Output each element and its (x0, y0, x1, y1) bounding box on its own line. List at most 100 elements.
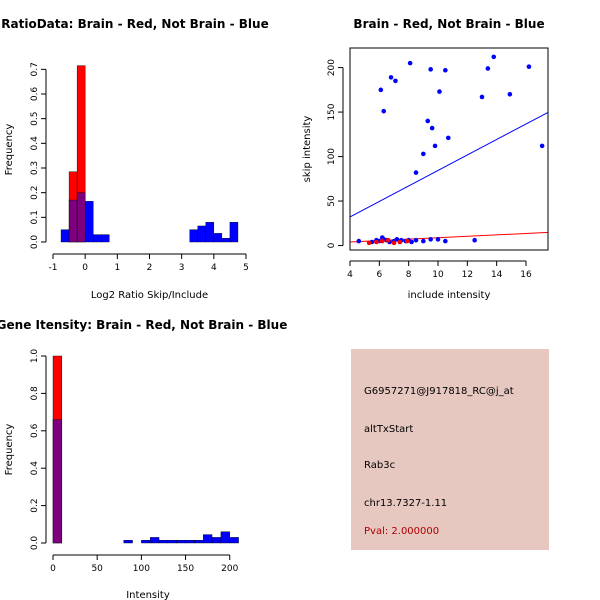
brain-point (397, 239, 403, 245)
not-brain-point (413, 170, 419, 175)
not-brain-point (425, 118, 431, 124)
plot-frame (349, 47, 549, 251)
y-tick-label: 0 (327, 242, 337, 248)
brain-point (385, 237, 391, 243)
not-brain-point (491, 54, 497, 60)
not-brain-bar (211, 537, 222, 544)
not-brain-bar (229, 222, 239, 243)
probe-id-text: G6957271@J917818_RC@j_at (364, 386, 514, 397)
y-tick-label: 50 (327, 195, 337, 207)
not-brain-point (435, 237, 441, 242)
brain-point (379, 238, 385, 244)
not-brain-point (526, 64, 532, 69)
not-brain-bar (101, 234, 110, 243)
not-brain-point (409, 239, 414, 245)
not-brain-point (507, 91, 513, 97)
x-axis-label: Intensity (126, 590, 170, 600)
not-brain-bar (205, 222, 215, 243)
y-tick-label: 0.5 (30, 112, 40, 126)
y-tick-label: 0.1 (30, 210, 40, 224)
not-brain-point (472, 237, 477, 243)
y-axis-label: skip intensity (302, 116, 313, 183)
y-tick-label: 0.6 (30, 423, 40, 438)
overlap-bar (52, 419, 63, 544)
not-brain-point (479, 94, 485, 100)
not-brain-bar (221, 238, 231, 243)
not-brain-bar (185, 539, 195, 544)
x-tick-label: 200 (221, 564, 238, 574)
x-tick-label: 14 (491, 270, 503, 280)
not-brain-point (413, 237, 419, 243)
y-tick-label: 100 (327, 148, 337, 165)
location-text: chr13.7327-1.11 (364, 498, 448, 509)
x-tick-label: 6 (376, 270, 382, 280)
not-brain-point (394, 237, 400, 242)
not-brain-bar (141, 539, 151, 544)
y-tick-label: 0.7 (30, 62, 40, 76)
not-brain-bar (203, 534, 213, 544)
brain-point (366, 240, 372, 246)
not-brain-bar (167, 539, 177, 544)
y-tick-label: 0.8 (30, 386, 40, 401)
brain-point (391, 240, 397, 246)
x-tick-label: 50 (91, 564, 103, 574)
info-panel: G6957271@J917818_RC@j_at altTxStart Rab3… (351, 349, 549, 550)
not-brain-point (432, 143, 438, 149)
not-brain-bar (229, 537, 239, 544)
not-brain-point (381, 108, 387, 114)
x-tick-label: 0 (82, 263, 88, 273)
not-brain-point (421, 151, 426, 157)
not-brain-bar (84, 201, 94, 243)
x-tick-label: 1 (114, 263, 120, 273)
not-brain-point (539, 143, 545, 149)
not-brain-bar (189, 229, 198, 243)
not-brain-point (388, 75, 394, 80)
not-brain-bar (213, 233, 223, 243)
gene-name-text: Rab3c (364, 460, 396, 471)
x-tick-label: 2 (147, 263, 153, 273)
not-brain-fit-line (349, 111, 549, 218)
not-brain-bar (123, 539, 133, 544)
not-brain-point (428, 237, 433, 242)
brain-point (404, 238, 410, 244)
y-axis-label: Frequency (4, 124, 15, 176)
not-brain-bar (60, 229, 70, 243)
y-tick-label: 0.6 (30, 87, 40, 102)
y-tick-label: 200 (327, 59, 337, 76)
not-brain-point (443, 67, 448, 73)
not-brain-bar (93, 234, 102, 243)
y-tick-label: 0.4 (30, 461, 40, 476)
y-tick-label: 150 (327, 103, 337, 120)
x-axis-label: Log2 Ratio Skip/Include (91, 290, 208, 301)
x-tick-label: 8 (406, 270, 412, 280)
y-tick-label: 0.2 (30, 498, 40, 512)
chart-title: Brain - Red, Not Brain - Blue (353, 17, 544, 31)
not-brain-bar (150, 537, 160, 544)
y-tick-label: 0.3 (30, 161, 40, 175)
y-tick-label: 0.2 (30, 186, 40, 200)
not-brain-point (428, 67, 433, 72)
chart-title: RatioData: Brain - Red, Not Brain - Blue (1, 17, 268, 31)
x-tick-label: 16 (520, 270, 532, 280)
event-type-text: altTxStart (364, 424, 414, 435)
overlap-bar (68, 199, 78, 243)
not-brain-point (421, 238, 426, 244)
x-tick-label: 10 (432, 270, 444, 280)
x-tick-label: 3 (179, 263, 185, 273)
pval-text: Pval: 2.000000 (364, 526, 440, 537)
overlap-bar (76, 192, 86, 243)
not-brain-point (378, 87, 384, 93)
x-tick-label: 5 (243, 263, 249, 273)
x-tick-label: 0 (50, 564, 56, 574)
x-tick-label: 4 (347, 270, 353, 280)
y-tick-label: 0.4 (30, 136, 40, 151)
x-tick-label: 150 (177, 564, 194, 574)
not-brain-point (407, 60, 413, 66)
y-axis-label: Frequency (4, 424, 15, 476)
not-brain-point (393, 78, 398, 84)
x-tick-label: -1 (49, 263, 58, 273)
x-tick-label: 100 (133, 564, 150, 574)
x-axis-label: include intensity (408, 290, 491, 301)
not-brain-bar (220, 531, 230, 544)
not-brain-point (485, 66, 491, 71)
